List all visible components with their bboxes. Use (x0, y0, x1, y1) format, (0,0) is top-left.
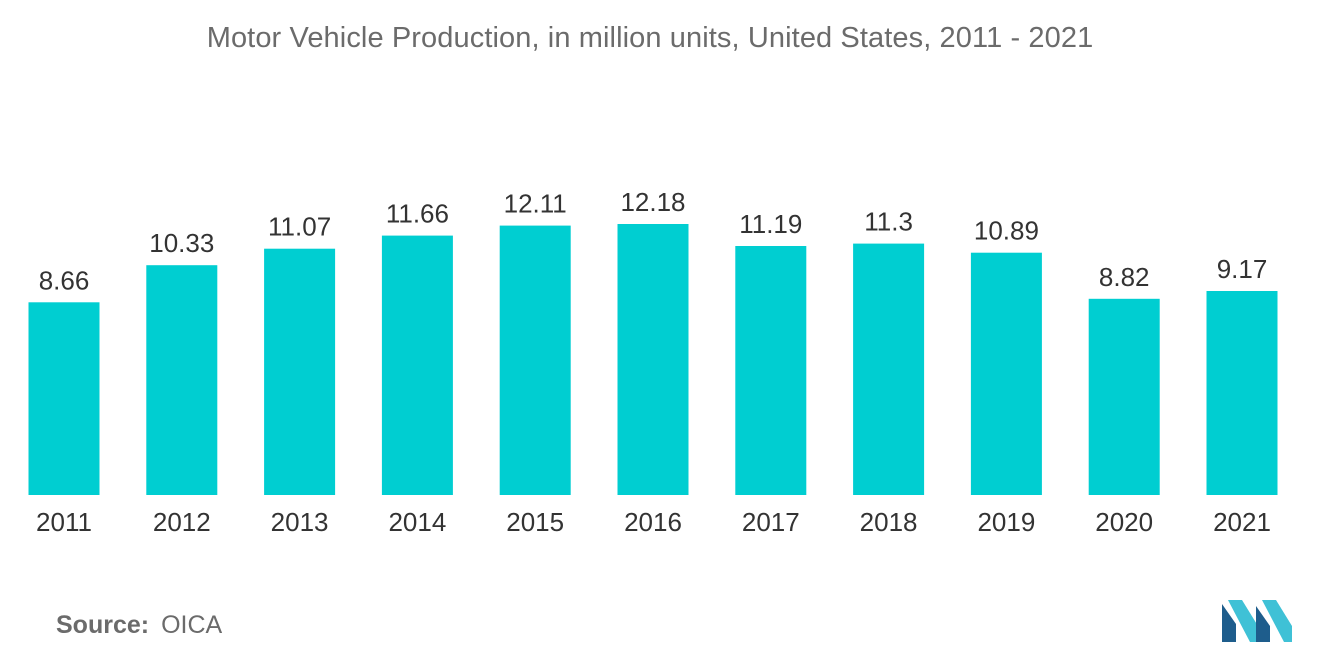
bar-2011 (28, 302, 100, 495)
source-value: OICA (161, 611, 223, 639)
bar-2018 (853, 243, 925, 495)
x-tick-label-2019: 2019 (977, 507, 1035, 537)
x-tick-label-2015: 2015 (506, 507, 564, 537)
x-tick-label-2013: 2013 (271, 507, 329, 537)
x-tick-label-2017: 2017 (742, 507, 800, 537)
chart-title: Motor Vehicle Production, in million uni… (206, 22, 1094, 54)
bar-2012 (146, 265, 218, 495)
value-label-2013: 11.07 (268, 212, 331, 242)
value-label-2019: 10.89 (974, 216, 1039, 246)
source-note: Source: OICA (56, 611, 222, 640)
value-label-2015: 12.11 (504, 189, 567, 219)
mordor-logo-icon (1222, 600, 1292, 642)
bar-2021 (1206, 291, 1278, 495)
value-label-2011: 8.66 (39, 265, 90, 295)
x-tick-label-2018: 2018 (860, 507, 918, 537)
value-labels-group: 8.66 10.33 11.07 11.66 12.11 12.18 11.19 11.3 10… (39, 187, 1268, 295)
x-tick-label-2021: 2021 (1213, 507, 1271, 537)
value-label-2018: 11.3 (864, 207, 913, 237)
value-label-2020: 8.82 (1099, 262, 1150, 292)
bar-2013 (264, 248, 336, 495)
x-tick-label-2016: 2016 (624, 507, 682, 537)
source-label: Source: (56, 611, 150, 639)
value-label-2021: 9.17 (1217, 254, 1268, 284)
x-tick-labels-group: 2011 2012 2013 2014 2015 2016 2017 2018 2019 2020… (36, 507, 1271, 537)
x-tick-label-2014: 2014 (388, 507, 446, 537)
bar-2015 (499, 225, 571, 495)
bar-2016 (617, 224, 689, 495)
value-label-2017: 11.19 (739, 209, 802, 239)
bar-chart: 8.66 10.33 11.07 11.66 12.11 12.18 11.19 11.3 10… (28, 187, 1278, 537)
x-tick-label-2012: 2012 (153, 507, 211, 537)
value-label-2012: 10.33 (149, 228, 214, 258)
x-tick-label-2011: 2011 (36, 507, 92, 537)
bar-2017 (735, 246, 807, 495)
bars-group (28, 224, 1278, 495)
value-label-2014: 11.66 (386, 199, 449, 229)
bar-2019 (970, 252, 1042, 495)
bar-2014 (381, 235, 453, 495)
value-label-2016: 12.18 (620, 187, 685, 217)
x-tick-label-2020: 2020 (1095, 507, 1153, 537)
bar-2020 (1088, 298, 1160, 495)
